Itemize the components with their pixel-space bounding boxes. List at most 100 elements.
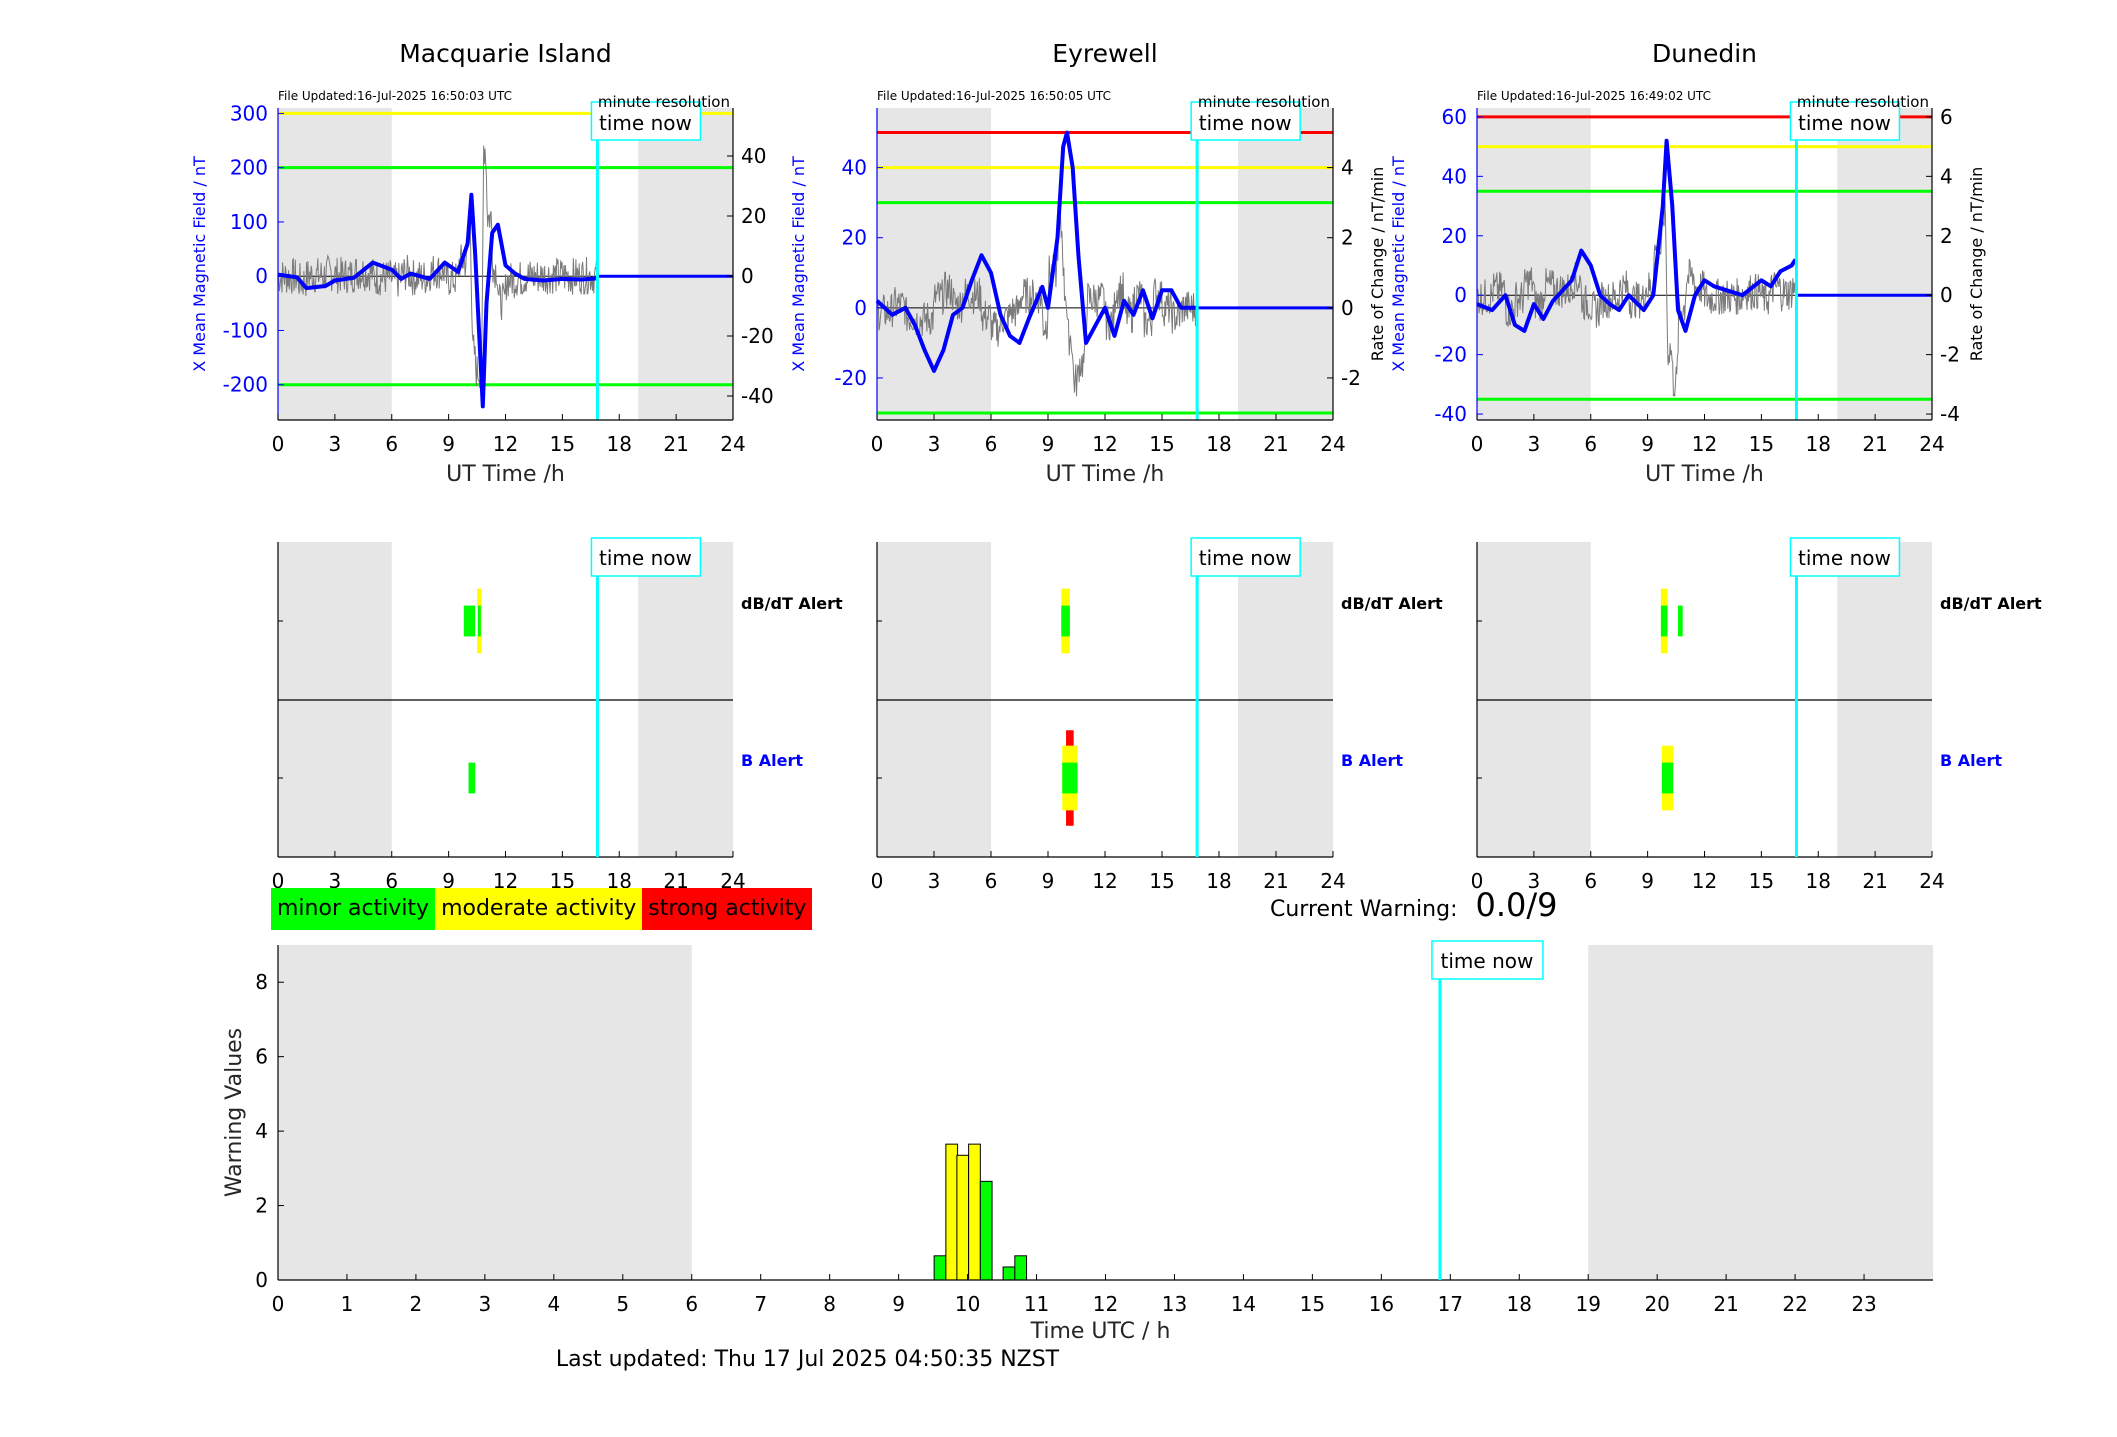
x-tick-label: 24 xyxy=(1320,432,1345,456)
field-trace xyxy=(277,192,597,409)
x-tick-label: 6 xyxy=(685,1292,698,1316)
x-tick-label: 3 xyxy=(329,432,342,456)
b-alert-bar xyxy=(1062,762,1078,794)
x-tick-label: 0 xyxy=(871,869,884,893)
right-y-tick-label: 40 xyxy=(741,144,766,168)
x-tick-label: 17 xyxy=(1438,1292,1463,1316)
right-y-tick-label: 4 xyxy=(1341,156,1354,180)
x-tick-label: 6 xyxy=(385,869,398,893)
left-y-tick-label: -20 xyxy=(834,366,867,390)
x-tick-label: 12 xyxy=(1092,432,1117,456)
right-y-tick-label: 0 xyxy=(741,264,754,288)
x-tick-label: 15 xyxy=(1749,869,1774,893)
time-now-box xyxy=(590,101,702,141)
time-now-label: time now xyxy=(1199,546,1292,570)
x-tick-label: 12 xyxy=(493,432,518,456)
b-alert-label: B Alert xyxy=(1341,751,1403,770)
x-tick-label: 9 xyxy=(892,1292,905,1316)
left-y-tick-label: 0 xyxy=(255,264,268,288)
time-now-label: time now xyxy=(1441,949,1534,973)
db-dt-alert-bar xyxy=(463,605,476,637)
resolution-label: minute resolution xyxy=(1198,93,1330,111)
b-alert-label: B Alert xyxy=(741,751,803,770)
x-tick-label: 3 xyxy=(1528,869,1541,893)
time-now-box xyxy=(1789,101,1901,141)
file-updated: File Updated:16-Jul-2025 16:50:05 UTC xyxy=(877,89,1111,103)
x-tick-label: 20 xyxy=(1644,1292,1669,1316)
x-tick-label: 21 xyxy=(1263,869,1288,893)
x-tick-label: 9 xyxy=(1641,432,1654,456)
night-shading xyxy=(1477,108,1591,420)
right-axis-label: Rate of Change / nT/min xyxy=(1368,167,1387,362)
x-tick-label: 0 xyxy=(272,869,285,893)
field-trace xyxy=(1476,138,1798,333)
x-tick-label: 12 xyxy=(1692,869,1717,893)
x-tick-label: 24 xyxy=(720,432,745,456)
resolution-label: minute resolution xyxy=(1797,93,1929,111)
db-dt-alert-label: dB/dT Alert xyxy=(1341,594,1443,613)
warning-bar xyxy=(956,1154,970,1281)
left-y-tick-label: 200 xyxy=(230,156,268,180)
left-axis-label: X Mean Magnetic Field / nT xyxy=(190,156,209,372)
x-tick-label: 13 xyxy=(1162,1292,1187,1316)
y-tick-label: 0 xyxy=(255,1268,268,1292)
db-dt-alert-label: dB/dT Alert xyxy=(1940,594,2042,613)
legend-item: strong activity xyxy=(642,888,813,930)
right-y-tick-label: -40 xyxy=(741,384,774,408)
alert-panel: time now dB/dT Alert B Alert 0 3 6 9 12 15 18 21 24 xyxy=(871,537,1443,893)
legend-item: minor activity xyxy=(271,888,436,930)
left-y-tick-label: 0 xyxy=(1454,283,1467,307)
time-now-box xyxy=(1431,940,1544,980)
x-tick-label: 18 xyxy=(1806,432,1831,456)
x-tick-label: 15 xyxy=(1149,432,1174,456)
db-dt-alert-bar xyxy=(1660,605,1668,637)
last-updated: Last updated: Thu 17 Jul 2025 04:50:35 N… xyxy=(555,1347,1060,1372)
right-y-tick-label: 6 xyxy=(1940,105,1953,129)
left-y-tick-label: 0 xyxy=(854,296,867,320)
db-dt-alert-bar xyxy=(1061,605,1070,637)
station-title: Eyrewell xyxy=(1052,39,1157,68)
x-tick-label: 11 xyxy=(1024,1292,1049,1316)
legend-item: moderate activity xyxy=(435,888,643,930)
b-alert-bar xyxy=(468,762,476,794)
x-tick-label: 9 xyxy=(1641,869,1654,893)
current-warning-value: 0.0/9 xyxy=(1475,886,1558,924)
x-tick-label: 2 xyxy=(410,1292,423,1316)
time-now-box xyxy=(1190,537,1301,577)
x-tick-label: 15 xyxy=(550,432,575,456)
right-y-tick-label: 2 xyxy=(1341,226,1354,250)
x-tick-label: 21 xyxy=(1713,1292,1738,1316)
rate-of-change-trace xyxy=(1476,195,1797,397)
time-now-label: time now xyxy=(599,111,692,135)
x-tick-label: 9 xyxy=(442,869,455,893)
time-now-box xyxy=(1789,537,1901,577)
x-tick-label: 21 xyxy=(1263,432,1288,456)
x-tick-label: 8 xyxy=(823,1292,836,1316)
x-tick-label: 18 xyxy=(1806,869,1831,893)
x-tick-label: 0 xyxy=(1471,869,1484,893)
left-axis-label: X Mean Magnetic Field / nT xyxy=(1389,156,1408,372)
x-tick-label: 16 xyxy=(1369,1292,1394,1316)
left-y-tick-label: 300 xyxy=(230,101,268,125)
station-title: Dunedin xyxy=(1652,39,1757,68)
x-tick-label: 21 xyxy=(1862,432,1887,456)
x-tick-label: 3 xyxy=(479,1292,492,1316)
left-y-tick-label: -20 xyxy=(1434,343,1467,367)
time-now-label: time now xyxy=(1798,546,1891,570)
warning-bar xyxy=(933,1255,947,1281)
x-tick-label: 0 xyxy=(871,432,884,456)
time-now-box xyxy=(590,537,702,577)
x-tick-label: 3 xyxy=(928,432,941,456)
left-y-tick-label: 20 xyxy=(842,226,867,250)
x-tick-label: 24 xyxy=(1320,869,1345,893)
time-now-label: time now xyxy=(1199,111,1292,135)
left-y-tick-label: 20 xyxy=(1442,224,1467,248)
x-tick-label: 10 xyxy=(955,1292,980,1316)
field-trace xyxy=(875,130,1197,373)
right-y-tick-label: -4 xyxy=(1940,402,1960,426)
